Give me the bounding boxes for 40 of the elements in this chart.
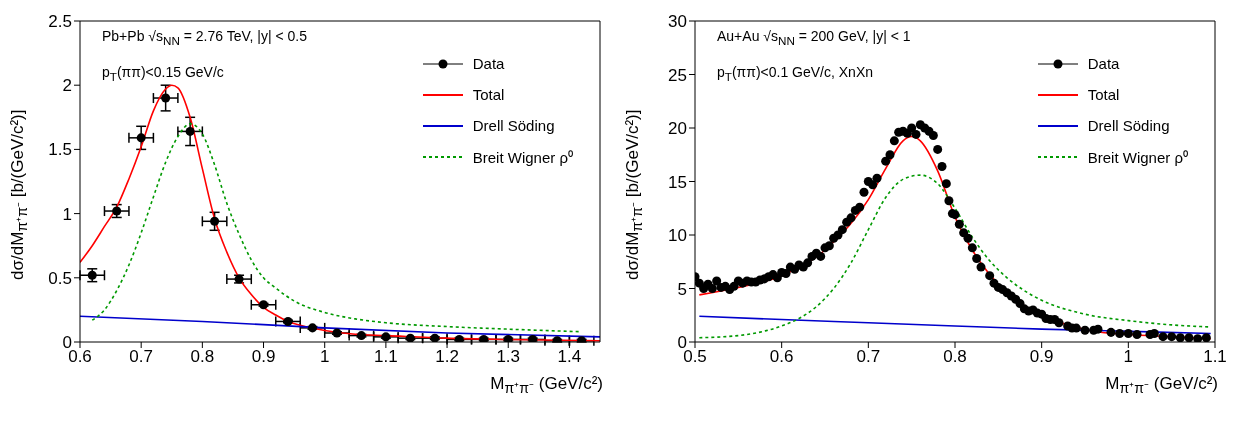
- x-tick-label: 0.9: [1029, 347, 1054, 367]
- x-tick-label: 0.6: [68, 347, 92, 367]
- x-tick-label: 0.7: [856, 347, 881, 367]
- legend-label: Breit Wigner ρ⁰: [472, 147, 573, 167]
- annotation: Pb+Pb √s$_{NN}$ = 2.76 TeV, |y| < 0.5: [102, 28, 307, 47]
- x-tick-label: 0.7: [129, 347, 153, 367]
- legend-label: Total: [1087, 86, 1120, 103]
- x-tick-label: 0.6: [769, 347, 794, 367]
- annotation: Au+Au √s$_{NN}$ = 200 GeV, |y| < 1: [717, 28, 911, 47]
- y-tick-label: 30: [668, 12, 687, 32]
- y-tick-label: 1: [62, 204, 72, 224]
- y-tick-label: 5: [677, 279, 687, 299]
- annotation: p$_{T}$(ππ)<0.15 GeV/c: [102, 64, 224, 83]
- x-tick-label: 1.1: [1203, 347, 1227, 367]
- legend-label: Data: [472, 55, 505, 72]
- legend-label: Total: [472, 86, 505, 103]
- legend-label: Breit Wigner ρ⁰: [1087, 147, 1188, 167]
- legend-label: Drell Söding: [472, 117, 555, 134]
- annotation: p$_{T}$(ππ)<0.1 GeV/c, XnXn: [717, 64, 874, 83]
- x-axis-title: M$_{π⁺π⁻}$ (GeV/c²): [490, 374, 603, 398]
- y-tick-label: 25: [668, 65, 687, 85]
- legend-label: Drell Söding: [1087, 117, 1170, 134]
- x-tick-label: 1: [1123, 347, 1134, 367]
- y-tick-label: 15: [668, 172, 687, 192]
- x-tick-label: 1.4: [557, 347, 582, 367]
- y-tick-label: 2: [62, 76, 72, 96]
- x-axis-title: M$_{π⁺π⁻}$ (GeV/c²): [1105, 374, 1218, 398]
- x-tick-label: 0.9: [251, 347, 276, 367]
- x-tick-label: 0.8: [190, 347, 215, 367]
- y-tick-label: 1.5: [48, 140, 72, 160]
- legend-label: Data: [1087, 55, 1120, 72]
- y-tick-label: 10: [668, 226, 687, 246]
- x-tick-label: 0.8: [943, 347, 967, 367]
- y-tick-label: 2.5: [48, 12, 72, 32]
- x-tick-label: 1: [319, 347, 330, 367]
- y-tick-label: 0.5: [48, 268, 72, 288]
- x-tick-label: 1.1: [374, 347, 398, 367]
- y-tick-label: 20: [668, 119, 687, 139]
- x-tick-label: 1.3: [496, 347, 521, 367]
- x-tick-label: 1.2: [435, 347, 459, 367]
